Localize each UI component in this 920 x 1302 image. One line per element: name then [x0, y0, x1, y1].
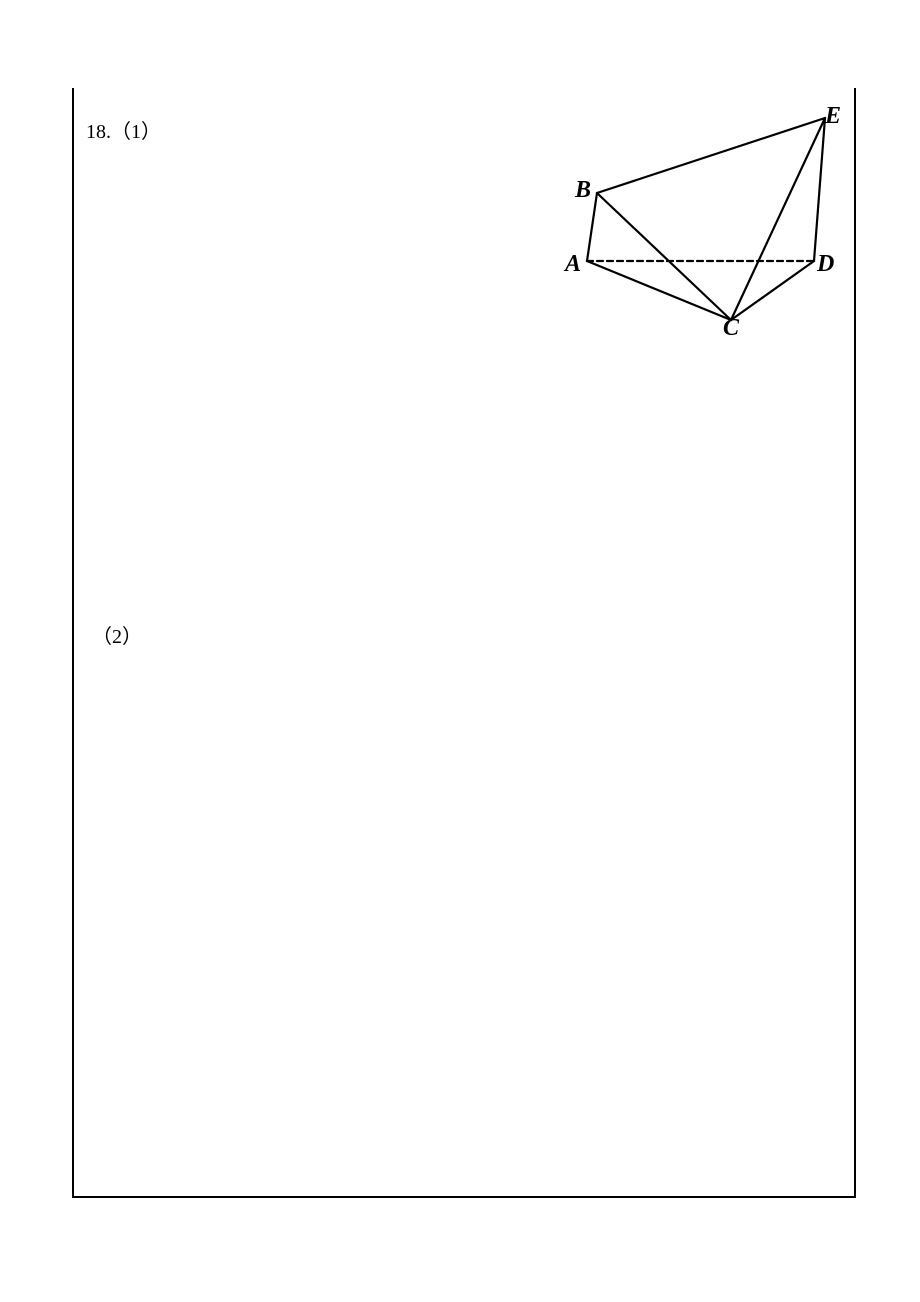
edge-CE	[731, 118, 825, 320]
polyhedron-svg	[555, 105, 845, 335]
question-18-1-label: 18.（1）	[86, 115, 161, 144]
geometry-diagram: ABCDE	[555, 105, 845, 335]
edge-BC	[597, 193, 731, 320]
vertex-label-E: E	[825, 103, 841, 130]
vertex-label-B: B	[575, 177, 591, 204]
vertex-label-A: A	[565, 251, 581, 278]
edge-BE	[597, 118, 825, 193]
vertex-label-D: D	[817, 251, 834, 278]
question-2-label: （2）	[92, 620, 142, 649]
vertex-label-C: C	[723, 315, 739, 342]
edge-AC	[587, 261, 731, 320]
edge-CD	[731, 261, 814, 320]
